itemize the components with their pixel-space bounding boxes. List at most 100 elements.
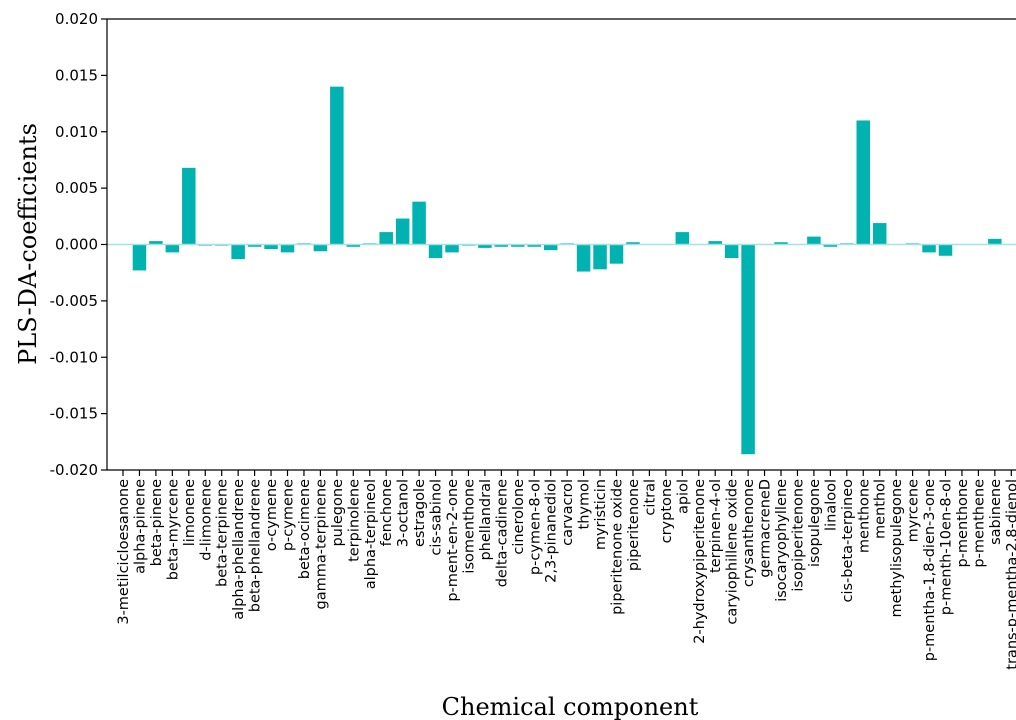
y-tick-label: -0.010 <box>50 348 98 366</box>
bar <box>593 244 607 270</box>
x-tick-label: crysanthenone <box>741 479 757 587</box>
x-tick-label: beta-pinene <box>149 479 165 566</box>
y-axis-title: PLS-DA-coefficients <box>14 123 42 365</box>
x-tick-labels: 3-metilcicloesanone alpha-pinene beta-pine… <box>116 470 1016 670</box>
bar <box>576 244 591 272</box>
bar <box>346 244 361 247</box>
bar <box>478 244 492 248</box>
x-tick-label: linalool <box>823 479 839 531</box>
x-tick-label: p-menthone <box>955 479 971 568</box>
y-tick-label: 0.010 <box>55 123 98 141</box>
x-tick-label: p-menth-10en-8-ol <box>939 479 955 615</box>
bar <box>741 244 755 455</box>
bar <box>724 244 739 259</box>
bar <box>247 244 262 247</box>
x-tick-label: sabinene <box>988 479 1004 545</box>
x-tick-label: p-mentha-1,8-dien-3-one <box>922 479 938 661</box>
bar <box>182 167 196 245</box>
bar <box>708 241 722 245</box>
x-tick-label: 2,3-pinanediol <box>544 479 560 583</box>
x-tick-label: p-menthene <box>971 479 987 568</box>
bar <box>856 120 870 245</box>
x-tick-label: alpha-pinene <box>132 479 148 574</box>
x-tick-label: beta-terpinene <box>215 479 231 587</box>
x-tick-label: isopiperitenone <box>790 479 806 592</box>
x-tick-label: cryptone <box>659 479 675 543</box>
bar <box>149 241 163 245</box>
bar <box>823 244 838 247</box>
x-tick-label: estragole <box>412 479 428 547</box>
x-tick-label: apiol <box>675 479 691 514</box>
bar <box>626 242 640 245</box>
y-tick-label: -0.005 <box>50 292 98 310</box>
x-tick-label: limonene <box>182 479 198 546</box>
bar <box>988 238 1002 245</box>
bar <box>313 244 328 252</box>
x-tick-label: isocaryophyllene <box>774 479 790 602</box>
x-tick-label: piperitenone <box>626 479 642 571</box>
bar <box>807 236 821 245</box>
x-tick-label: caryiophillene oxide <box>725 479 741 625</box>
x-tick-label: terpinolene <box>346 479 362 562</box>
x-tick-label: 2-hydroxypiperitenone <box>692 479 708 644</box>
x-tick-label: trans-p-mentha-2,8-dienol <box>1004 479 1016 670</box>
y-tick-label: 0.005 <box>55 179 98 197</box>
bar <box>527 244 541 247</box>
x-tick-label: methylisopulegone <box>889 479 905 618</box>
bar <box>494 244 509 247</box>
bar <box>872 223 887 245</box>
x-tick-label: cinerolone <box>511 479 527 555</box>
x-tick-label: d-limonene <box>198 479 214 561</box>
x-tick-label: menthone <box>856 479 872 553</box>
bar <box>675 232 690 245</box>
x-tick-label: p-cymen-8-ol <box>527 479 543 575</box>
x-tick-label: p-ment-en-2-one <box>445 479 461 602</box>
x-tick-label: piperitenone oxide <box>610 479 626 615</box>
x-tick-label: beta-phellandrene <box>248 479 264 612</box>
x-tick-label: fenchone <box>379 479 395 546</box>
bar <box>330 86 344 245</box>
y-ticks: 0.020 0.015 0.010 0.005 0.000 -0.005 -0.010 -0.… <box>50 10 107 479</box>
x-tick-label: menthol <box>873 479 889 539</box>
x-tick-label: germacreneD <box>758 479 774 578</box>
x-tick-label: beta-myrcene <box>165 479 181 580</box>
bars-layer <box>132 86 1002 455</box>
bar <box>165 244 180 253</box>
bar <box>543 244 558 251</box>
bar <box>132 244 147 271</box>
x-tick-label: gamma-terpinene <box>313 479 329 610</box>
x-tick-label: isomenthone <box>461 479 477 574</box>
x-tick-label: myrcene <box>906 479 922 542</box>
x-tick-label: terpinen-4-ol <box>708 479 724 573</box>
x-tick-label: alpha-terpineol <box>363 479 379 589</box>
bar <box>609 244 624 264</box>
bar <box>395 218 410 245</box>
x-tick-label: phellandral <box>478 479 494 561</box>
x-tick-label: isopulegone <box>807 479 823 567</box>
bar <box>774 242 788 245</box>
x-tick-label: 3-metilcicloesanone <box>116 479 132 625</box>
x-tick-label: delta-cadinene <box>494 479 510 587</box>
bar <box>231 244 245 260</box>
x-axis-title: Chemical component <box>442 693 699 720</box>
bar <box>280 244 295 253</box>
x-tick-label: beta-ocimene <box>297 479 313 579</box>
y-tick-label: 0.000 <box>55 236 98 254</box>
x-tick-label: thymol <box>577 479 593 529</box>
x-tick-label: cis-sabinol <box>429 479 445 556</box>
y-tick-label: -0.020 <box>50 461 98 479</box>
x-tick-label: 3-octanol <box>396 479 412 547</box>
x-tick-label: pulegone <box>330 479 346 547</box>
y-tick-label: -0.015 <box>50 405 98 423</box>
x-tick-label: alpha-phellandrene <box>231 479 247 620</box>
x-tick-label: citral <box>642 479 658 516</box>
x-tick-label: carvacrol <box>560 479 576 546</box>
x-tick-label: p-cymene <box>281 479 297 551</box>
bar <box>922 244 936 253</box>
bar <box>428 244 443 259</box>
y-tick-label: 0.020 <box>55 10 98 28</box>
bar <box>379 232 393 245</box>
x-tick-label: cis-beta-terpineo <box>840 479 856 603</box>
bar <box>511 244 525 247</box>
